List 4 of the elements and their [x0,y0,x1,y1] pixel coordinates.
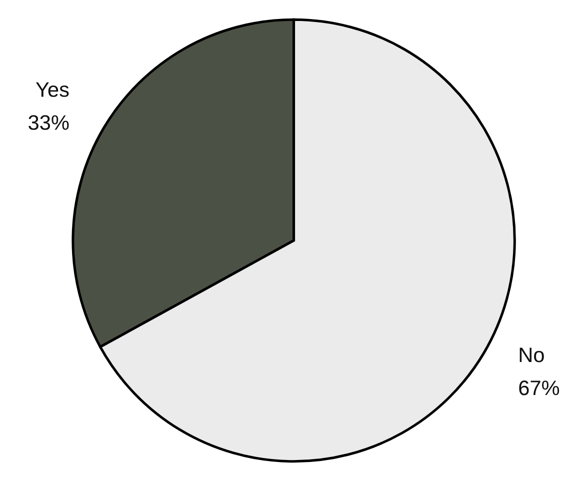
data-label: 67% [519,380,560,396]
slice-label: No [520,348,544,362]
data-label: 33% [28,115,69,130]
slice-label: Yes [36,82,69,97]
